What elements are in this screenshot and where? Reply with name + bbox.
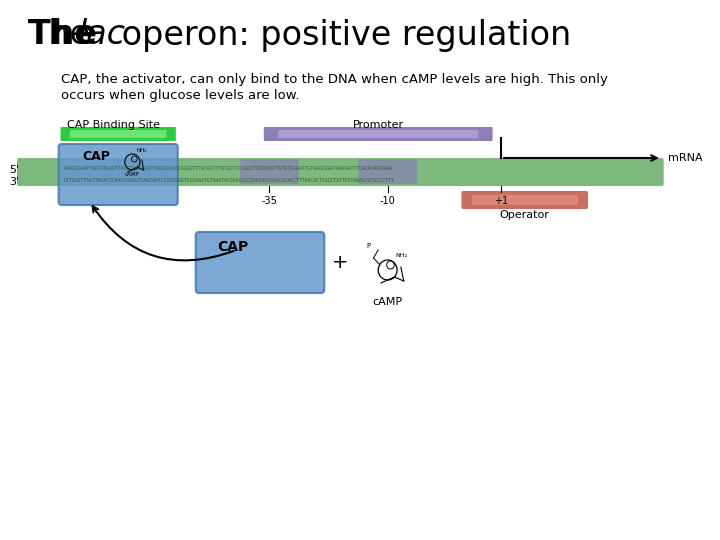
Text: The: The — [28, 18, 101, 51]
Text: CAP, the activator, can only bind to the DNA when cAMP levels are high. This onl: CAP, the activator, can only bind to the… — [61, 73, 608, 86]
FancyBboxPatch shape — [240, 159, 299, 184]
Text: Operator: Operator — [500, 210, 549, 220]
Text: cAMP: cAMP — [372, 297, 402, 307]
Text: lac: lac — [78, 18, 126, 51]
FancyBboxPatch shape — [359, 159, 417, 184]
Text: cAMP: cAMP — [125, 172, 140, 177]
Text: +: + — [332, 253, 348, 272]
Text: occurs when glucose levels are low.: occurs when glucose levels are low. — [61, 90, 300, 103]
FancyBboxPatch shape — [60, 127, 176, 141]
Text: -10: -10 — [379, 196, 395, 206]
Text: CAP: CAP — [217, 240, 248, 254]
FancyBboxPatch shape — [278, 130, 478, 138]
Text: The: The — [28, 18, 109, 51]
Text: GTTGCGTTAATTACACTCAAATGGAGTGAGTAATCCGTGGGGTCCGAAATGTAAATACGAAGGCCGAGCATACAACACAC: GTTGCGTTAATTACACTCAAATGGAGTGAGTAATCCGTGG… — [63, 179, 394, 184]
FancyBboxPatch shape — [58, 144, 178, 205]
Text: -35: -35 — [261, 196, 277, 206]
Text: CAACGCAATTAATGTGAGTTACCTCACTCATTAGGCACCCCAGGCTTTACACTTTATGCTTCCGGCTCGTATGTTGTGTG: CAACGCAATTAATGTGAGTTACCTCACTCATTAGGCACCC… — [63, 166, 394, 172]
FancyBboxPatch shape — [462, 191, 588, 209]
Text: 3': 3' — [9, 177, 19, 187]
Text: 5': 5' — [9, 165, 19, 175]
Text: CAP: CAP — [82, 151, 110, 164]
Text: NH₂: NH₂ — [136, 148, 147, 153]
Text: operon: positive regulation: operon: positive regulation — [111, 18, 571, 51]
Text: Promoter: Promoter — [353, 120, 404, 130]
Text: P: P — [367, 243, 371, 249]
Text: mRNA: mRNA — [667, 153, 702, 163]
FancyBboxPatch shape — [264, 127, 492, 141]
Text: NH₂: NH₂ — [395, 253, 408, 258]
FancyBboxPatch shape — [196, 232, 324, 293]
Text: +1: +1 — [494, 196, 508, 206]
FancyBboxPatch shape — [472, 195, 577, 205]
FancyBboxPatch shape — [60, 159, 176, 184]
Text: CAP Binding Site: CAP Binding Site — [67, 120, 160, 130]
FancyBboxPatch shape — [70, 130, 166, 138]
FancyBboxPatch shape — [17, 158, 664, 186]
